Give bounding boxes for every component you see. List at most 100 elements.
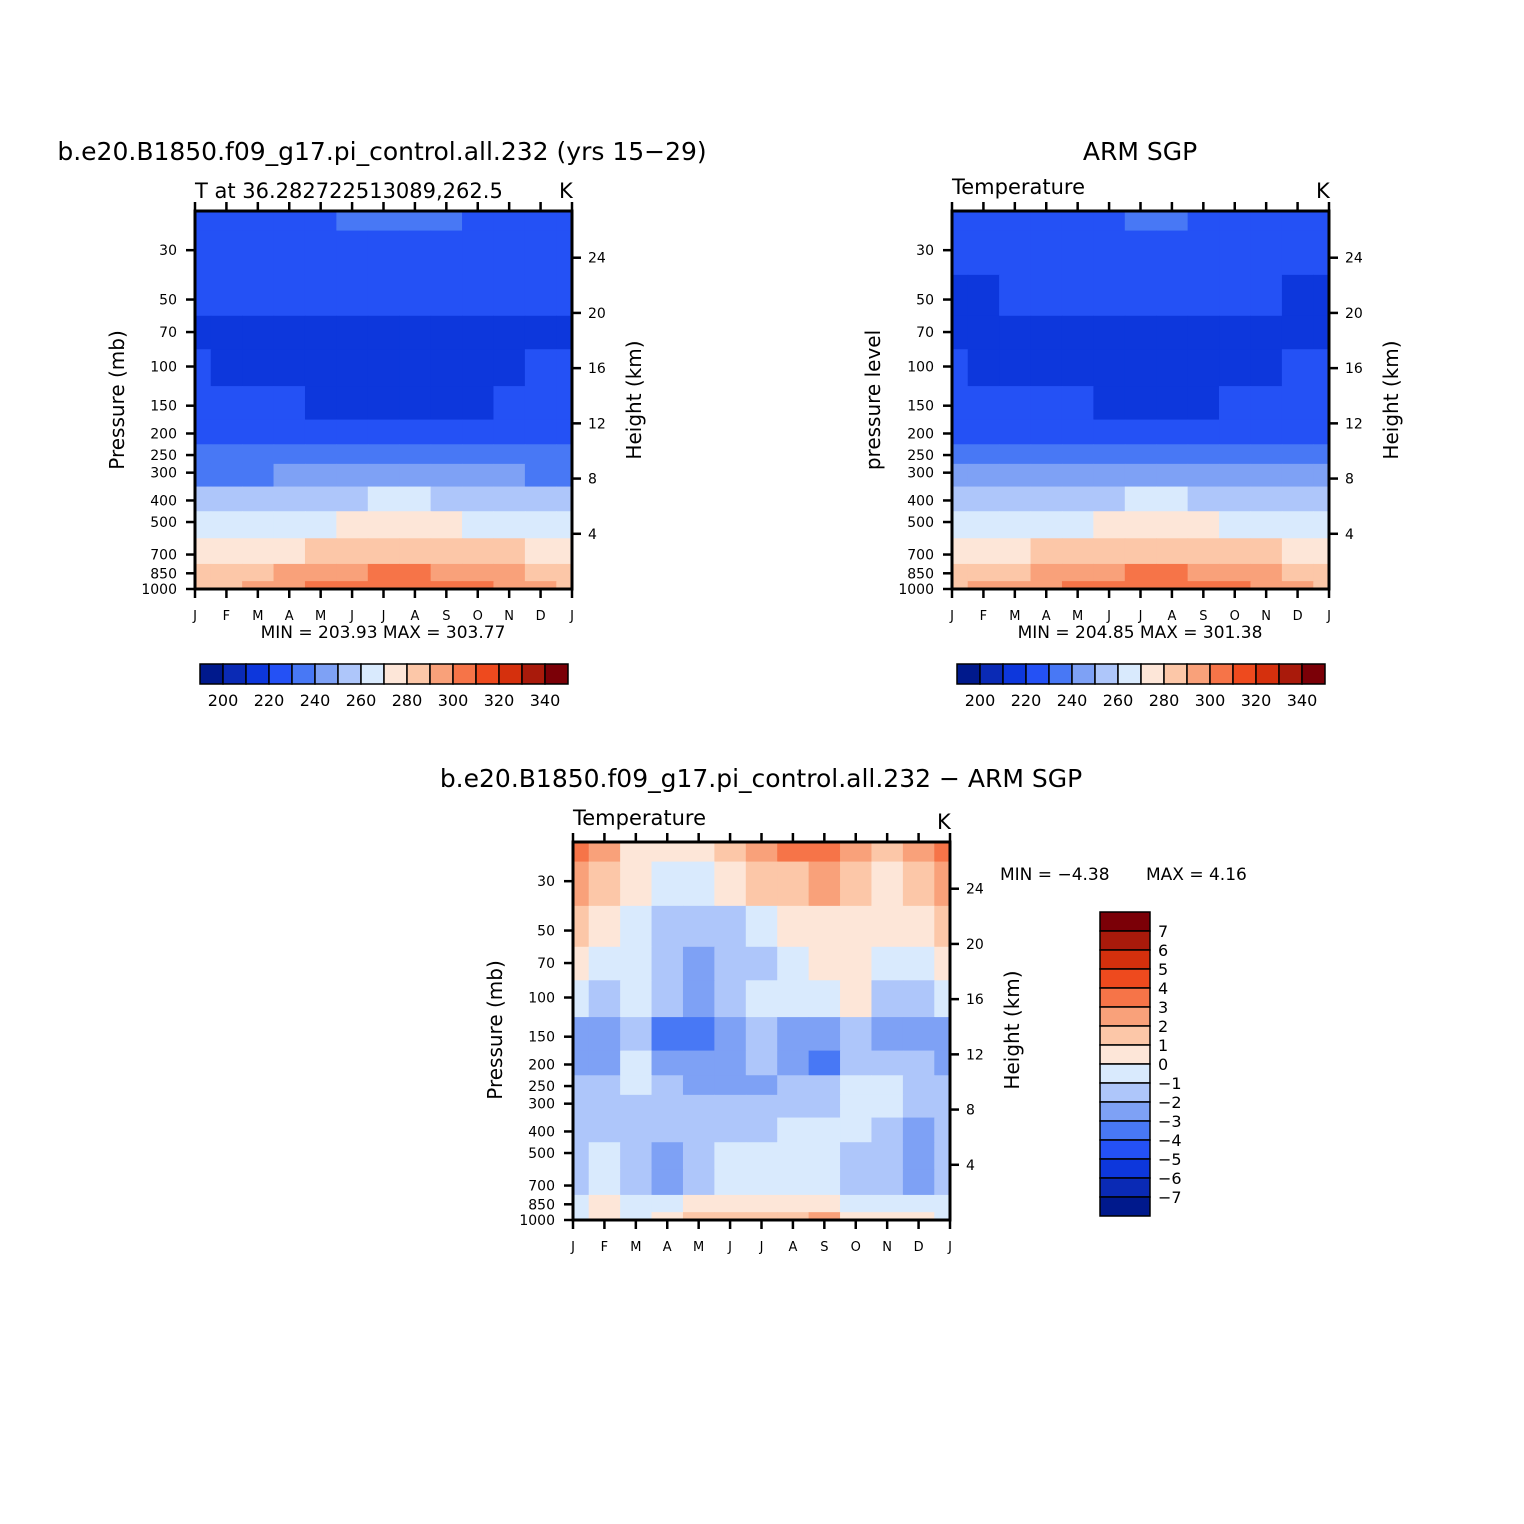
contour-cell: [777, 905, 810, 948]
contour-cell: [967, 463, 1000, 488]
contour-cell: [336, 463, 369, 488]
contour-cell: [952, 230, 969, 276]
contour-cell: [304, 563, 337, 582]
contour-cell: [871, 1075, 904, 1096]
panel-model-units: K: [559, 179, 574, 203]
contour-cell: [399, 419, 432, 445]
contour-cell: [1187, 386, 1220, 421]
contour-cell: [999, 538, 1032, 565]
contour-cell: [967, 349, 1000, 387]
contour-cell: [1250, 444, 1283, 465]
y-tick-label: 50: [159, 293, 177, 309]
contour-cell: [1093, 511, 1126, 539]
contour-cell: [573, 1075, 590, 1096]
panel-obs-minmax: MIN = 204.85 MAX = 301.38: [1018, 623, 1263, 643]
colorbar-box: [1099, 1101, 1151, 1122]
colorbar-box: [1002, 663, 1027, 685]
contour-cell: [304, 386, 337, 421]
contour-cell: [210, 444, 243, 465]
contour-cell: [1187, 538, 1220, 565]
contour-cell: [573, 946, 590, 981]
contour-cell: [1124, 486, 1157, 512]
panel-model-ylabel-right: Height (km): [622, 340, 646, 459]
contour-cell: [1187, 486, 1220, 512]
x-tick-label: O: [1230, 609, 1240, 624]
contour-cell: [651, 980, 684, 1018]
y-tick-label: 250: [150, 448, 177, 464]
colorbar-box: [245, 663, 270, 685]
y-tick-label: 1000: [141, 582, 177, 598]
contour-cell: [1313, 386, 1330, 421]
contour-cell: [588, 1212, 621, 1221]
contour-cell: [999, 563, 1032, 582]
contour-cell: [840, 1094, 873, 1119]
contour-cell: [430, 386, 463, 421]
contour-cell: [1187, 230, 1220, 276]
contour-cell: [967, 386, 1000, 421]
x-tick-label: M: [252, 609, 263, 624]
contour-cell: [573, 842, 590, 863]
contour-cell: [493, 315, 526, 350]
contour-cell: [777, 980, 810, 1018]
contour-cell: [808, 861, 841, 907]
contour-cell: [1156, 581, 1189, 590]
contour-cell: [304, 463, 337, 488]
contour-cell: [620, 842, 653, 863]
contour-cell: [1061, 315, 1094, 350]
contour-cell: [808, 1142, 841, 1170]
contour-cell: [524, 486, 557, 512]
y-tick-label: 850: [528, 1197, 555, 1213]
contour-cell: [336, 230, 369, 276]
contour-cell: [714, 1017, 747, 1052]
colorbar-label: 240: [300, 691, 331, 710]
contour-cell: [999, 581, 1032, 590]
contour-cell: [1124, 463, 1157, 488]
contour-cell: [210, 563, 243, 582]
contour-cell: [745, 842, 778, 863]
colorbar-box: [1209, 663, 1234, 685]
contour-cell: [808, 980, 841, 1018]
contour-cell: [777, 1050, 810, 1076]
contour-cell: [242, 486, 275, 512]
colorbar-label: 7: [1158, 922, 1168, 941]
x-tick-label: N: [1261, 609, 1271, 624]
contour-cell: [273, 230, 306, 276]
y-tick-label: 500: [150, 515, 177, 531]
contour-cell: [462, 463, 495, 488]
contour-cell: [1313, 444, 1330, 465]
contour-cell: [1061, 511, 1094, 539]
contour-cell: [871, 1142, 904, 1170]
contour-cell: [1093, 211, 1126, 232]
contour-cell: [367, 563, 400, 582]
contour-cell: [840, 842, 873, 863]
contour-cell: [1156, 419, 1189, 445]
contour-cell: [304, 538, 337, 565]
contour-cell: [556, 486, 573, 512]
contour-cell: [195, 274, 212, 317]
y-tick-right-label: 16: [588, 361, 606, 377]
contour-cell: [1313, 274, 1330, 317]
contour-cell: [588, 861, 621, 907]
x-tick-label: N: [504, 609, 514, 624]
contour-cell: [651, 1142, 684, 1170]
contour-cell: [620, 946, 653, 981]
contour-cell: [1124, 444, 1157, 465]
contour-cell: [1219, 563, 1252, 582]
y-ticks-right: 24 20 16 12 8 4: [572, 251, 606, 543]
contour-cell: [1156, 538, 1189, 565]
contour-cell: [462, 511, 495, 539]
contour-cells: [952, 211, 1330, 590]
colorbar-label: 220: [1011, 691, 1042, 710]
contour-cell: [620, 980, 653, 1018]
contour-cell: [430, 511, 463, 539]
y-tick-right-label: 8: [1345, 472, 1354, 488]
contour-cell: [273, 511, 306, 539]
colorbar-box: [1071, 663, 1096, 685]
contour-cell: [651, 946, 684, 981]
colorbar-label: 240: [1057, 691, 1088, 710]
contour-cell: [367, 274, 400, 317]
contour-cell: [777, 1075, 810, 1096]
contour-cell: [210, 511, 243, 539]
colorbar-label: 6: [1158, 941, 1168, 960]
